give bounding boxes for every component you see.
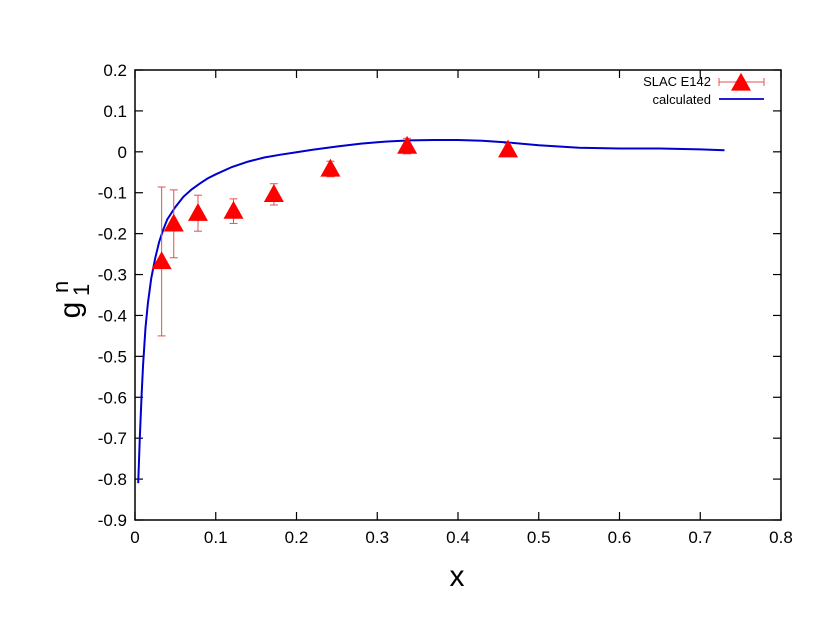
y-tick-label: -0.7: [98, 429, 127, 448]
y-tick-label: -0.5: [98, 347, 127, 366]
y-axis-title-subscript: 1: [69, 284, 94, 296]
y-axis-title: g 1 n: [48, 281, 94, 319]
calculated-line: [137, 139, 725, 484]
x-tick-label: 0.5: [527, 528, 551, 547]
y-axis-title-base: g: [54, 302, 87, 319]
x-axis-title: x: [450, 560, 465, 593]
data-point: [187, 202, 208, 221]
legend: SLAC E142 calculated: [643, 72, 765, 107]
y-tick-labels: 0.2 0.1 0 -0.1 -0.2 -0.3 -0.4 -0.5 -0.6 -0.7 -0.8 -…: [98, 61, 127, 530]
x-tick-label: 0.1: [204, 528, 228, 547]
y-tick-label: -0.2: [98, 225, 127, 244]
calculated-series: [137, 139, 725, 484]
slac-e142-series: [151, 135, 519, 337]
data-point: [223, 200, 244, 219]
y-tick-label: -0.6: [98, 388, 127, 407]
legend-label-calculated: calculated: [652, 92, 711, 107]
y-tick-label: 0: [118, 143, 127, 162]
plot-frame: [134, 69, 782, 521]
x-tick-label: 0.2: [285, 528, 309, 547]
y-tick-label: -0.4: [98, 306, 127, 325]
legend-triangle: [731, 72, 751, 91]
x-tick-label: 0.7: [688, 528, 712, 547]
data-point: [397, 135, 418, 154]
y-tick-label: -0.9: [98, 511, 127, 530]
x-tick-labels: 0 0.1 0.2 0.3 0.4 0.5 0.6 0.7 0.8: [130, 528, 793, 547]
x-tick-label: 0.3: [365, 528, 389, 547]
y-tick-label: 0.2: [103, 61, 127, 80]
y-axis-title-superscript: n: [48, 281, 73, 293]
y-tick-label: -0.1: [98, 184, 127, 203]
data-point: [163, 213, 184, 232]
x-tick-label: 0.6: [608, 528, 632, 547]
data-point: [151, 251, 172, 270]
ticks: [134, 69, 782, 521]
data-point: [263, 184, 284, 203]
legend-label-slac-e142: SLAC E142: [643, 74, 711, 89]
legend-marker-slac-e142: [718, 72, 765, 91]
y-tick-label: 0.1: [103, 102, 127, 121]
x-tick-label: 0: [130, 528, 139, 547]
data-point: [498, 139, 519, 158]
y-tick-label: -0.8: [98, 470, 127, 489]
y-tick-label: -0.3: [98, 266, 127, 285]
x-tick-label: 0.4: [446, 528, 470, 547]
data-point: [320, 158, 341, 177]
x-tick-label: 0.8: [769, 528, 793, 547]
